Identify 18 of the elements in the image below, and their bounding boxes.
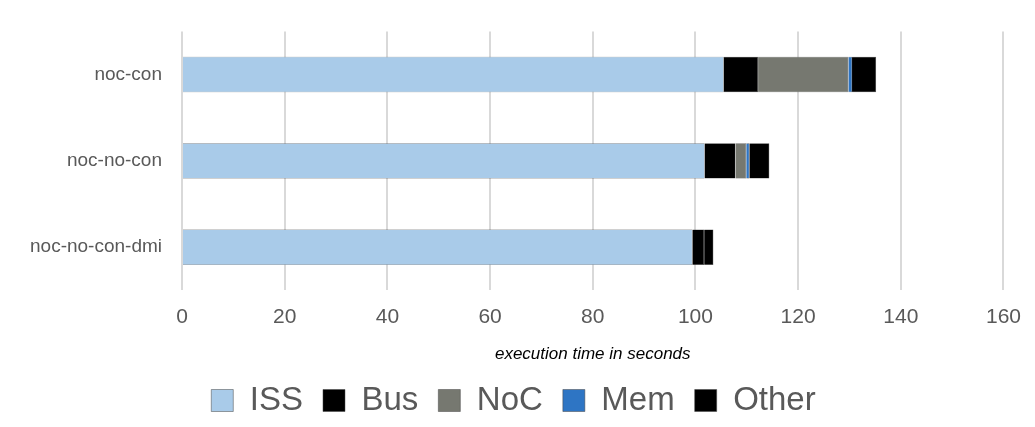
x-tick-label: 40: [375, 303, 400, 327]
x-tick-label: 140: [883, 303, 919, 327]
x-tick-label: 120: [780, 303, 816, 327]
x-tick-label: 160: [985, 303, 1021, 327]
x-tick-label: 0: [176, 303, 188, 327]
y-tick-label: noc-con: [94, 62, 162, 84]
y-tick-label: noc-no-con-dmi: [30, 235, 162, 257]
x-tick-label: 20: [273, 303, 297, 327]
legend-label: Bus: [361, 379, 419, 417]
x-tick-label: 80: [581, 303, 605, 327]
x-tick-label: 60: [478, 303, 502, 327]
legend-label: Mem: [601, 379, 675, 417]
y-tick-label: noc-no-con: [66, 149, 162, 171]
legend-label: ISS: [249, 379, 303, 417]
x-tick-label: 100: [677, 303, 713, 327]
legend-label: NoC: [476, 379, 543, 417]
x-axis-title: execution time in seconds: [494, 343, 692, 363]
legend-label: Other: [733, 379, 816, 417]
